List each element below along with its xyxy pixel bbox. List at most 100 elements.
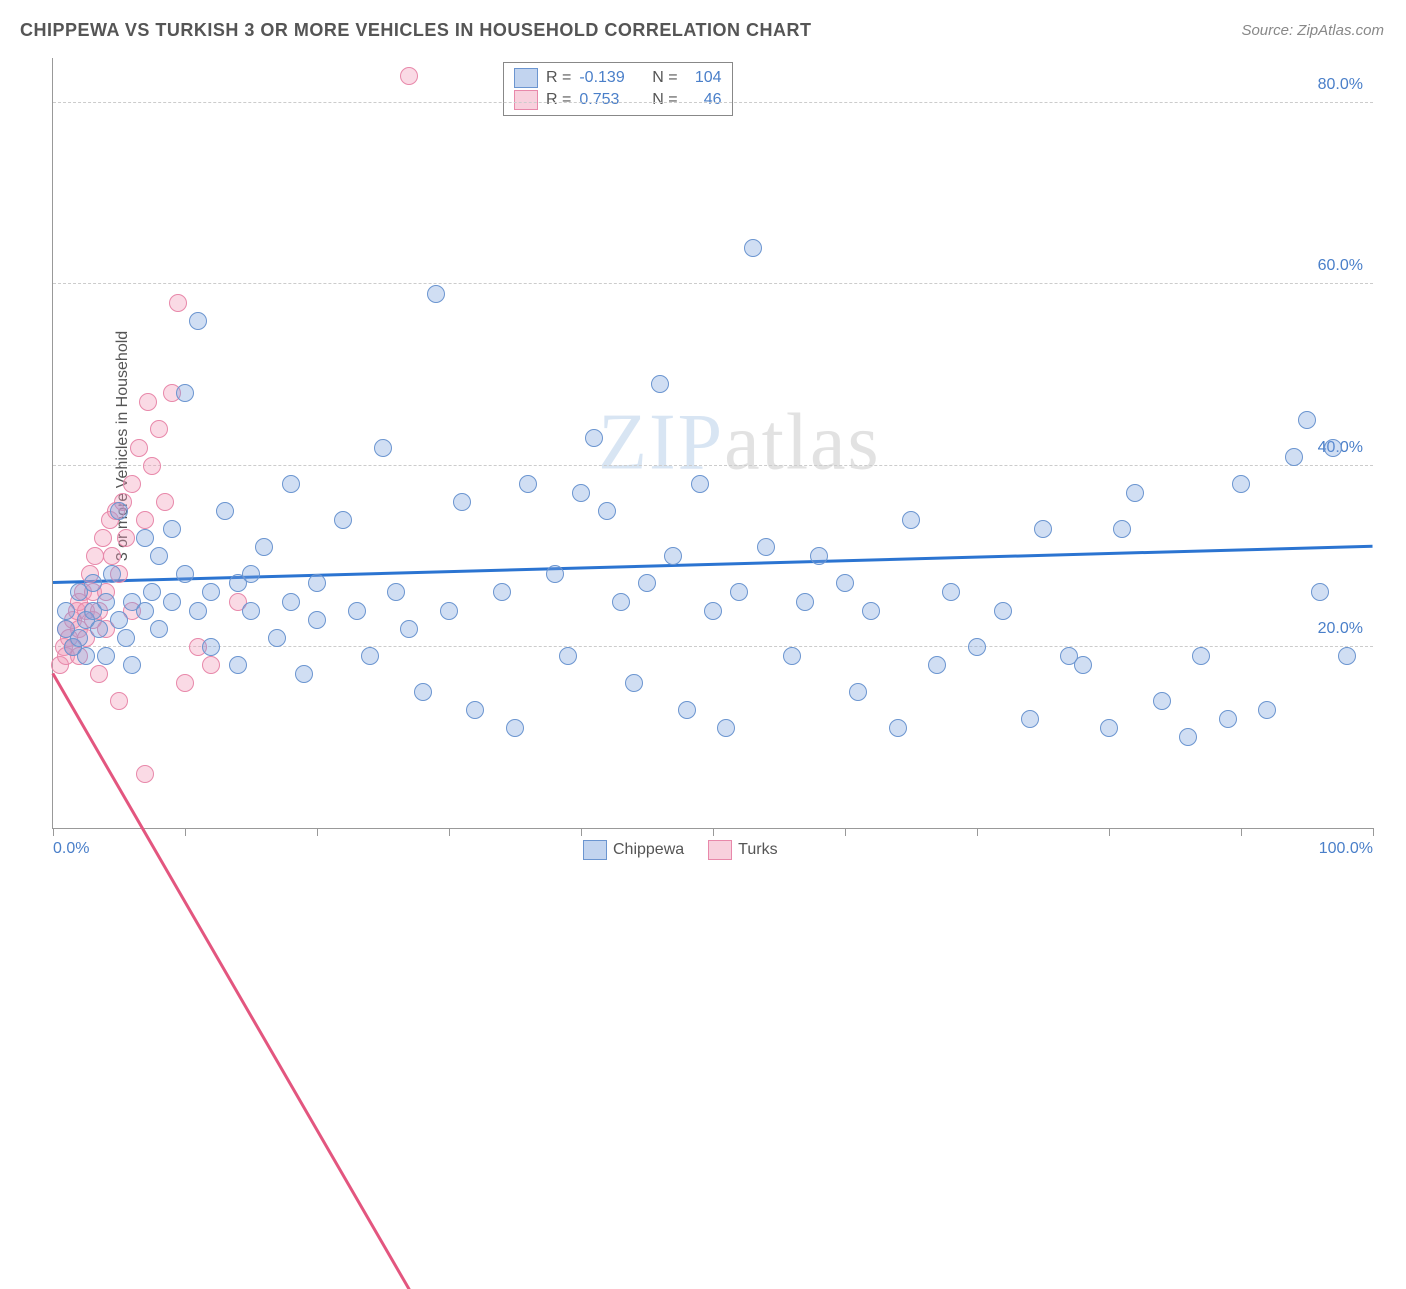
data-point [1153,692,1171,710]
data-point [176,674,194,692]
data-point [90,665,108,683]
data-point [387,583,405,601]
data-point [836,574,854,592]
legend-item: Turks [708,840,777,860]
data-point [97,647,115,665]
data-point [453,493,471,511]
data-point [334,511,352,529]
data-point [103,547,121,565]
data-point [150,620,168,638]
data-point [1113,520,1131,538]
regression-line [52,672,411,1289]
data-point [400,620,418,638]
data-point [202,656,220,674]
data-point [928,656,946,674]
data-point [1126,484,1144,502]
data-point [691,475,709,493]
data-point [361,647,379,665]
data-point [136,765,154,783]
data-point [189,602,207,620]
legend-swatch [514,90,538,110]
data-point [143,583,161,601]
stats-row: R =-0.139 N =104 [514,67,722,89]
series-legend: Chippewa Turks [583,840,778,860]
data-point [84,574,102,592]
data-point [968,638,986,656]
data-point [136,529,154,547]
data-point [638,574,656,592]
chart-title: CHIPPEWA VS TURKISH 3 OR MORE VEHICLES I… [20,20,812,41]
data-point [139,393,157,411]
gridline [53,465,1373,466]
data-point [242,565,260,583]
data-point [202,638,220,656]
gridline [53,283,1373,284]
data-point [136,602,154,620]
gridline [53,102,1373,103]
data-point [163,593,181,611]
data-point [103,565,121,583]
data-point [796,593,814,611]
data-point [295,665,313,683]
data-point [678,701,696,719]
data-point [308,574,326,592]
data-point [704,602,722,620]
data-point [559,647,577,665]
legend-swatch [514,68,538,88]
gridline [53,646,1373,647]
data-point [862,602,880,620]
data-point [110,502,128,520]
data-point [994,602,1012,620]
data-point [1021,710,1039,728]
x-tick [1373,828,1374,836]
data-point [519,475,537,493]
x-tick [185,828,186,836]
data-point [1311,583,1329,601]
data-point [1074,656,1092,674]
legend-swatch [583,840,607,860]
data-point [1179,728,1197,746]
data-point [730,583,748,601]
x-tick [845,828,846,836]
data-point [136,511,154,529]
x-tick [581,828,582,836]
data-point [1298,411,1316,429]
x-tick [53,828,54,836]
data-point [717,719,735,737]
watermark: ZIPatlas [598,398,881,489]
data-point [757,538,775,556]
y-tick-label: 20.0% [1318,620,1363,638]
data-point [1324,439,1342,457]
data-point [902,511,920,529]
scatter-chart: ZIPatlas R =-0.139 N =104R = 0.753 N = 4… [52,58,1373,829]
data-point [506,719,524,737]
data-point [229,656,247,674]
y-tick-label: 80.0% [1318,76,1363,94]
data-point [176,565,194,583]
data-point [242,602,260,620]
data-point [86,547,104,565]
data-point [1285,448,1303,466]
data-point [156,493,174,511]
data-point [585,429,603,447]
data-point [255,538,273,556]
legend-item: Chippewa [583,840,684,860]
data-point [612,593,630,611]
data-point [414,683,432,701]
data-point [216,502,234,520]
data-point [783,647,801,665]
x-tick-label-left: 0.0% [53,840,89,858]
data-point [123,656,141,674]
x-tick [713,828,714,836]
data-point [176,384,194,402]
data-point [169,294,187,312]
data-point [282,475,300,493]
data-point [572,484,590,502]
data-point [77,647,95,665]
data-point [117,529,135,547]
data-point [150,547,168,565]
data-point [598,502,616,520]
stats-row: R = 0.753 N = 46 [514,89,722,111]
data-point [94,529,112,547]
data-point [282,593,300,611]
